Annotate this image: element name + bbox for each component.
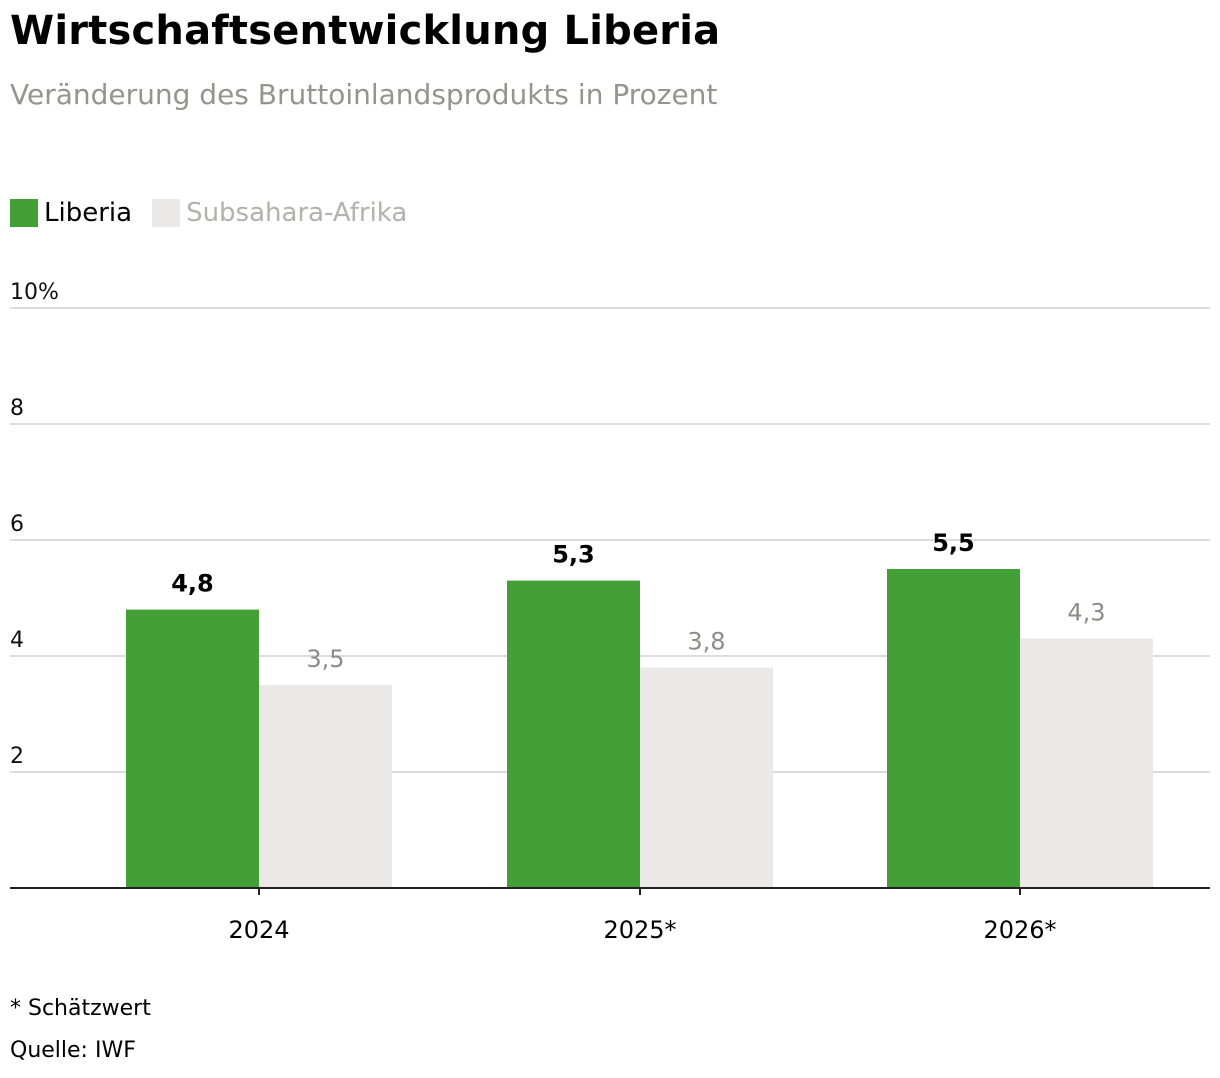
legend-label-liberia: Liberia <box>44 198 133 228</box>
bar-liberia-1 <box>507 580 640 888</box>
chart-title: Wirtschaftsentwicklung Liberia <box>10 8 721 54</box>
y-tick-label-4: 4 <box>10 628 24 653</box>
bar-subsahara-0 <box>259 685 392 888</box>
bar-liberia-2 <box>887 569 1020 888</box>
legend-label-subsahara: Subsahara-Afrika <box>186 198 408 228</box>
data-label-subsahara-1: 3,8 <box>687 628 725 656</box>
data-label-liberia-2: 5,5 <box>932 529 975 557</box>
data-label-subsahara-0: 3,5 <box>306 645 344 673</box>
y-tick-label-2: 2 <box>10 744 24 769</box>
source-note: Quelle: IWF <box>10 1038 136 1063</box>
legend-item-subsahara: Subsahara-Afrika <box>152 198 407 228</box>
y-tick-label-10: 10% <box>10 280 59 305</box>
data-label-liberia-0: 4,8 <box>171 570 214 598</box>
x-tick-label-2: 2026* <box>983 916 1056 944</box>
bar-chart: 2 4 6 8 10% 4,8 3,5 5,3 3,8 5,5 4,3 2024 2025* 2026* <box>10 280 1210 944</box>
data-label-liberia-1: 5,3 <box>552 541 595 569</box>
data-label-subsahara-2: 4,3 <box>1067 599 1105 627</box>
footnote: * Schätzwert <box>10 996 151 1021</box>
bar-subsahara-1 <box>640 667 773 888</box>
legend-swatch-liberia <box>10 199 38 227</box>
bar-subsahara-2 <box>1020 638 1153 888</box>
y-tick-label-6: 6 <box>10 512 24 537</box>
chart-subtitle: Veränderung des Bruttoinlandsprodukts in… <box>10 78 718 111</box>
legend-swatch-subsahara <box>152 199 181 227</box>
y-tick-label-8: 8 <box>10 396 24 421</box>
x-tick-label-0: 2024 <box>228 916 289 944</box>
bar-liberia-0 <box>126 609 259 888</box>
legend-item-liberia: Liberia <box>10 198 132 228</box>
x-tick-label-1: 2025* <box>603 916 676 944</box>
legend: Liberia Subsahara-Afrika <box>10 196 427 230</box>
